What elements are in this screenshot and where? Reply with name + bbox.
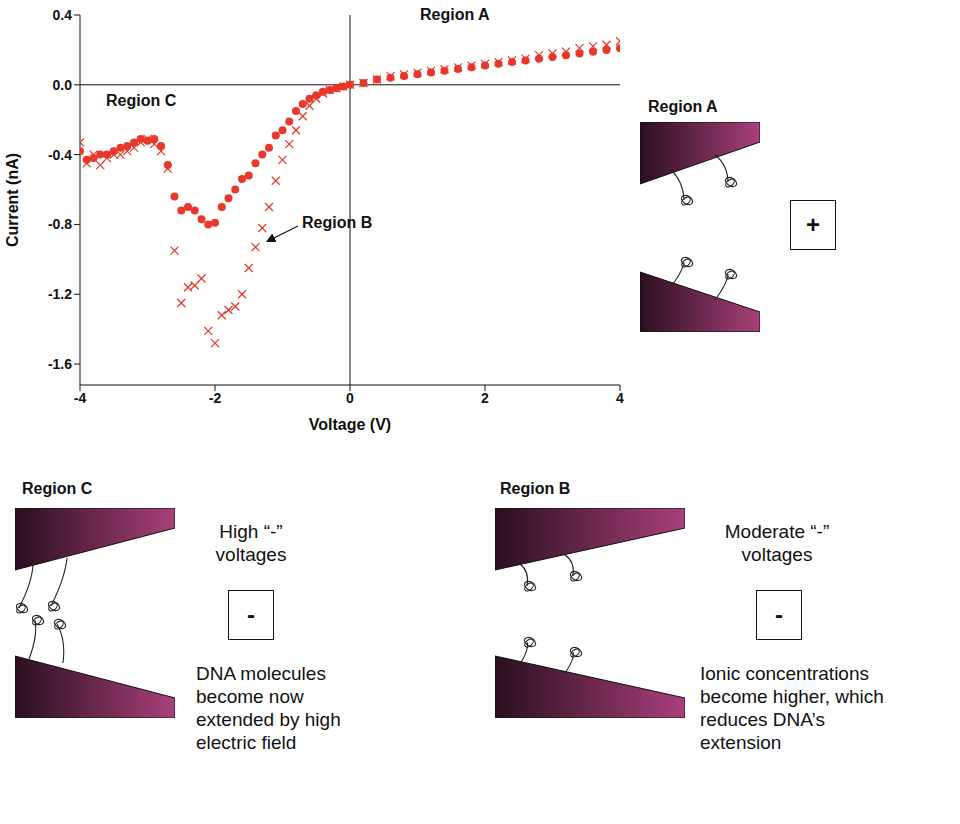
html-text:Region A: Region A xyxy=(648,98,718,115)
html-text:Region C: Region C xyxy=(22,480,93,497)
svg-text:0.0: 0.0 xyxy=(53,77,73,93)
html-text:Ionic concentrations become hi: Ionic concentrations become higher, whic… xyxy=(700,663,884,753)
svg-text:-0.4: -0.4 xyxy=(48,147,72,163)
html-text:High “-” voltages: High “-” voltages xyxy=(215,521,287,565)
html-text:Region B: Region B xyxy=(500,480,571,497)
svg-text:-1.6: -1.6 xyxy=(48,356,72,372)
svg-text:0: 0 xyxy=(346,390,354,406)
svg-text:-4: -4 xyxy=(74,390,87,406)
html-text:Moderate “-” voltages: Moderate “-” voltages xyxy=(724,521,830,565)
svg-text:0.4: 0.4 xyxy=(53,7,73,23)
html-text:Region B: Region B xyxy=(302,214,373,231)
svg-text:2: 2 xyxy=(481,390,489,406)
svg-text:-0.8: -0.8 xyxy=(48,216,72,232)
html-text:Region A: Region A xyxy=(420,6,490,23)
html-text:Region C: Region C xyxy=(106,92,177,109)
svg-text:Voltage (V): Voltage (V) xyxy=(309,416,391,433)
svg-text:-1.2: -1.2 xyxy=(48,286,72,302)
html-text:DNA molecules become now exten: DNA molecules become now extended by hig… xyxy=(196,663,341,753)
svg-text:-2: -2 xyxy=(209,390,222,406)
svg-text:4: 4 xyxy=(616,390,624,406)
svg-text:Current (nA): Current (nA) xyxy=(4,153,21,247)
